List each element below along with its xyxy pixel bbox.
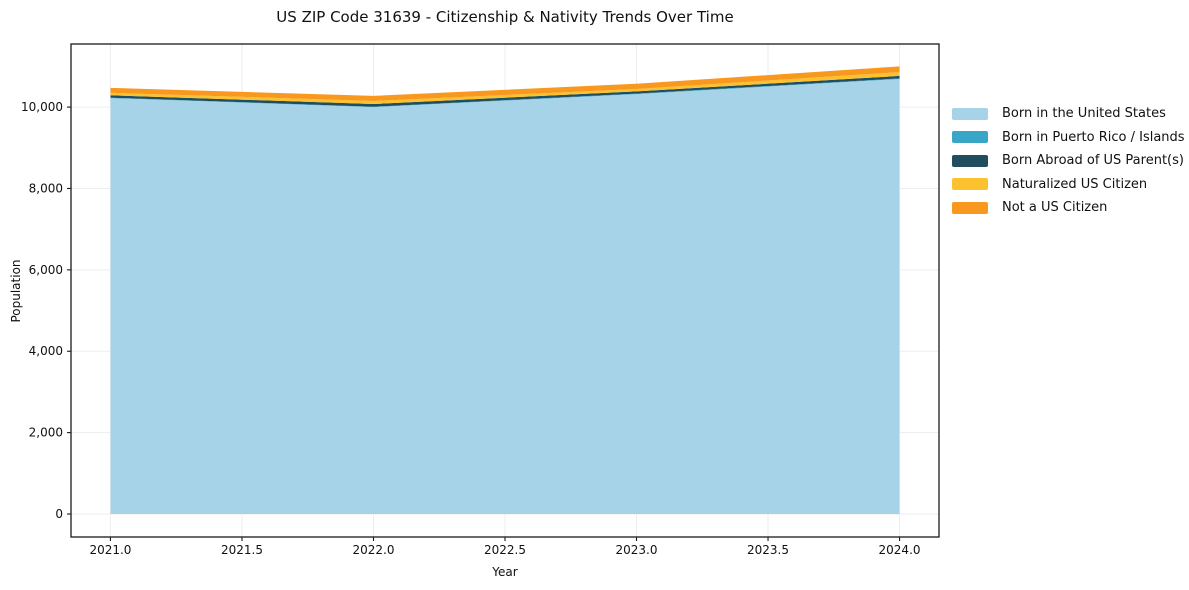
legend-item-label: Not a US Citizen: [1002, 200, 1108, 216]
legend-item-label: Born Abroad of US Parent(s): [1002, 153, 1184, 169]
legend-swatch: [952, 107, 988, 120]
y-axis-label: Population: [9, 259, 23, 323]
legend-item: Born Abroad of US Parent(s): [952, 149, 1185, 173]
x-tick-label: 2023.5: [747, 543, 789, 557]
legend-item-label: Born in Puerto Rico / Islands: [1002, 129, 1185, 145]
x-tick-label: 2022.0: [352, 543, 394, 557]
y-tick-label: 6,000: [29, 263, 63, 277]
legend-item-label: Naturalized US Citizen: [1002, 176, 1148, 192]
x-axis-label: Year: [492, 565, 518, 579]
legend: Born in the United States Born in Puerto …: [952, 102, 1185, 220]
area-not-a-us-citizen: [110, 66, 900, 101]
legend-swatch: [952, 201, 988, 214]
legend-swatch: [952, 178, 988, 191]
x-tick-label: 2024.0: [879, 543, 921, 557]
legend-swatch: [952, 131, 988, 144]
legend-item: Not a US Citizen: [952, 196, 1185, 220]
legend-item: Born in the United States: [952, 102, 1185, 126]
y-tick-label: 0: [55, 507, 63, 521]
x-tick-label: 2023.0: [616, 543, 658, 557]
chart-title: US ZIP Code 31639 - Citizenship & Nativi…: [276, 8, 734, 26]
x-tick-label: 2021.0: [89, 543, 131, 557]
y-tick-label: 4,000: [29, 344, 63, 358]
legend-item: Naturalized US Citizen: [952, 173, 1185, 197]
y-tick-label: 10,000: [21, 100, 63, 114]
legend-item: Born in Puerto Rico / Islands: [952, 126, 1185, 150]
y-tick-label: 8,000: [29, 181, 63, 195]
area-naturalized-us-citizen: [110, 72, 900, 104]
legend-swatch: [952, 154, 988, 167]
area-born-in-the-united-states: [110, 79, 900, 514]
x-tick-label: 2022.5: [484, 543, 526, 557]
x-tick-label: 2021.5: [221, 543, 263, 557]
y-tick-label: 2,000: [29, 426, 63, 440]
legend-item-label: Born in the United States: [1002, 106, 1166, 122]
